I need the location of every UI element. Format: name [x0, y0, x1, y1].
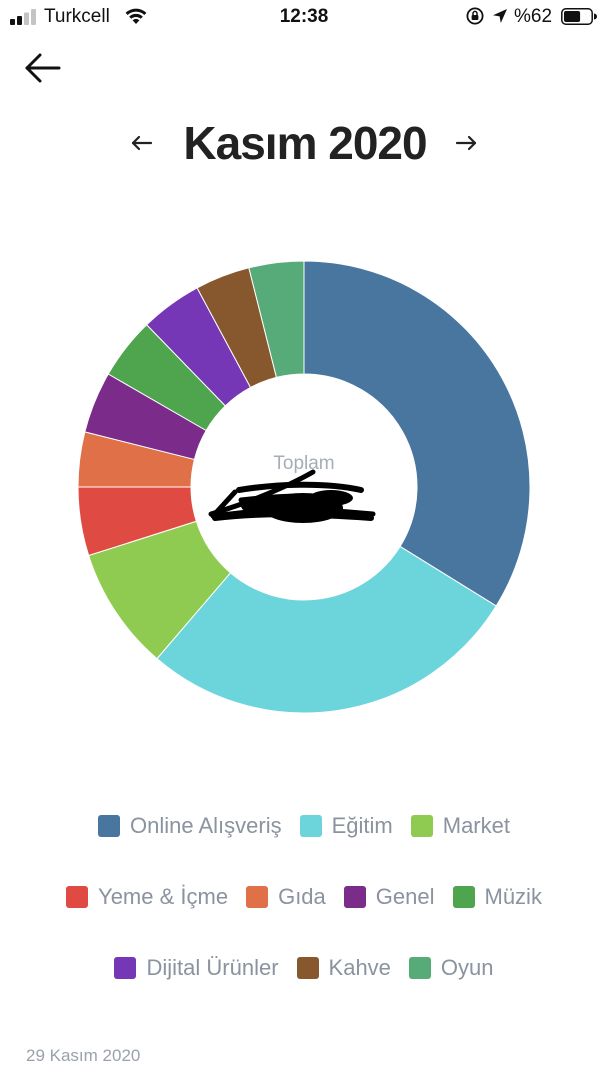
- legend-item[interactable]: Gıda: [246, 884, 326, 910]
- legend-row: Yeme & İçme Gıda Genel Müzik: [0, 877, 608, 917]
- donut-slice[interactable]: [303, 260, 531, 607]
- legend-label: Yeme & İçme: [98, 884, 229, 909]
- legend-label: Online Alışveriş: [130, 813, 282, 838]
- legend-label: Genel: [375, 884, 435, 909]
- donut-chart: [77, 260, 531, 714]
- legend-label: Eğitim: [331, 813, 393, 838]
- legend-item[interactable]: Dijital Ürünler: [114, 955, 279, 981]
- total-label: Toplam: [273, 453, 335, 474]
- legend-swatch: [343, 886, 366, 908]
- footer-date: 29 Kasım 2020: [26, 1046, 141, 1065]
- legend-label: Müzik: [484, 884, 542, 909]
- location-arrow-icon: [493, 9, 507, 23]
- legend-item[interactable]: Online Alışveriş: [98, 813, 282, 839]
- legend-item[interactable]: Müzik: [452, 884, 542, 910]
- battery-percentage: %62: [514, 6, 553, 27]
- legend-row: Dijital Ürünler Kahve Oyun: [0, 948, 608, 988]
- legend-label: Market: [442, 813, 510, 838]
- legend-swatch: [296, 957, 319, 979]
- status-bar: Turkcell 12:38 %62: [0, 0, 608, 34]
- legend-swatch: [410, 815, 433, 837]
- legend-swatch: [66, 886, 89, 908]
- legend-swatch: [408, 957, 431, 979]
- legend-item[interactable]: Market: [410, 813, 510, 839]
- chart-legend: Online Alışveriş Eğitim Market Yeme & İçme G…: [0, 806, 608, 1019]
- legend-label: Oyun: [440, 955, 494, 980]
- legend-swatch: [114, 957, 137, 979]
- wifi-icon: [125, 8, 147, 24]
- legend-item[interactable]: Oyun: [408, 955, 494, 981]
- arrow-left-icon: [25, 53, 61, 83]
- legend-label: Kahve: [328, 955, 391, 980]
- next-month-button[interactable]: [452, 130, 480, 156]
- back-button[interactable]: [22, 48, 66, 88]
- legend-row: Online Alışveriş Eğitim Market: [0, 806, 608, 846]
- legend-swatch: [246, 886, 269, 908]
- battery-icon: [561, 8, 597, 25]
- donut-slice[interactable]: [248, 260, 305, 379]
- redacted-total-value: [208, 469, 376, 523]
- legend-swatch: [98, 815, 120, 837]
- arrow-right-small-icon: [455, 135, 477, 151]
- legend-swatch: [299, 815, 322, 837]
- legend-label: Dijital Ürünler: [146, 955, 279, 980]
- rotation-lock-icon: [466, 7, 484, 25]
- legend-swatch: [452, 886, 475, 908]
- arrow-left-small-icon: [131, 135, 153, 151]
- carrier-name: Turkcell: [44, 6, 110, 27]
- month-title: Kasım 2020: [183, 117, 427, 169]
- donut-slice[interactable]: [156, 545, 497, 714]
- legend-item[interactable]: Kahve: [296, 955, 391, 981]
- legend-label: Gıda: [278, 884, 326, 909]
- clock: 12:38: [279, 6, 329, 27]
- legend-item[interactable]: Genel: [343, 884, 435, 910]
- legend-item[interactable]: Yeme & İçme: [66, 884, 228, 910]
- signal-icon: [10, 9, 36, 25]
- legend-item[interactable]: Eğitim: [299, 813, 393, 839]
- previous-month-button[interactable]: [128, 130, 156, 156]
